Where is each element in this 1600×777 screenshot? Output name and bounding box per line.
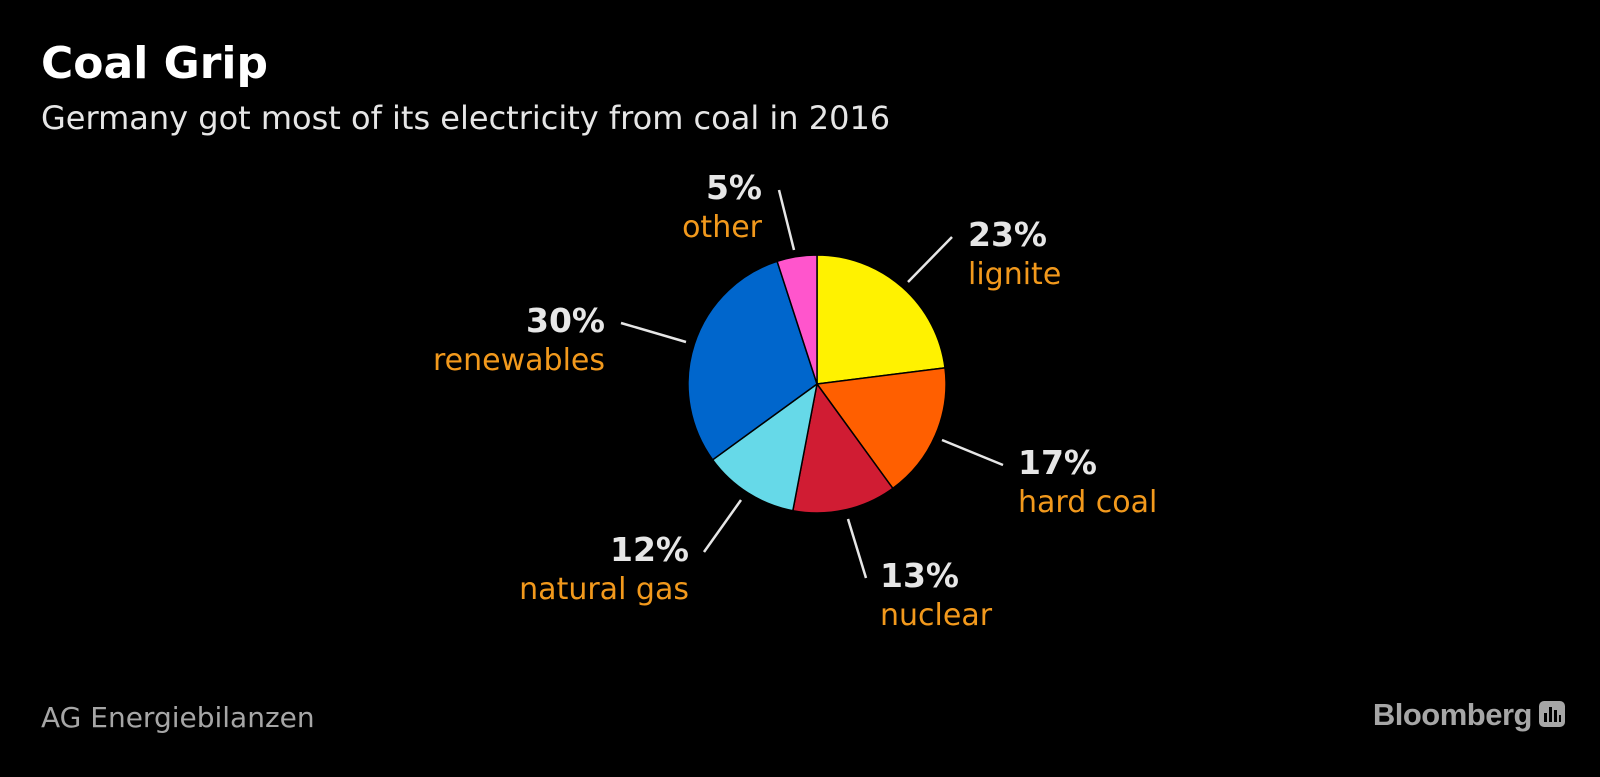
brand-logo: Bloomberg xyxy=(1372,697,1533,732)
category-label-other: other xyxy=(682,210,763,245)
category-label-renewables: renewables xyxy=(433,343,605,378)
value-label-natural-gas: 12% xyxy=(610,530,689,569)
category-label-natural-gas: natural gas xyxy=(519,572,689,607)
pie-slice-hard-coal xyxy=(815,366,947,490)
leader-line-renewables xyxy=(620,321,687,344)
leader-line-hard-coal xyxy=(941,438,1004,467)
value-label-lignite: 23% xyxy=(968,215,1047,254)
category-label-hard-coal: hard coal xyxy=(1018,485,1157,520)
chart-subtitle: Germany got most of its electricity from… xyxy=(41,99,891,137)
category-label-lignite: lignite xyxy=(968,257,1061,292)
pie-slice-renewables xyxy=(687,260,818,461)
chart-title: Coal Grip xyxy=(41,38,269,89)
pie-slice-natural-gas xyxy=(711,382,819,512)
value-label-nuclear: 13% xyxy=(880,556,959,595)
pie-slice-other xyxy=(776,254,818,385)
value-label-hard-coal: 17% xyxy=(1018,443,1097,482)
value-label-other: 5% xyxy=(706,168,762,207)
leader-line-lignite xyxy=(907,236,953,283)
pie-slice-lignite xyxy=(816,254,946,385)
source-note: AG Energiebilanzen xyxy=(41,701,315,734)
category-label-nuclear: nuclear xyxy=(880,598,993,633)
leader-line-nuclear xyxy=(846,518,868,579)
pie-slice-nuclear xyxy=(791,382,894,514)
value-label-renewables: 30% xyxy=(526,301,605,340)
leader-line-natural-gas xyxy=(702,499,743,553)
bloomberg-terminal-icon xyxy=(1539,701,1565,727)
leader-line-other xyxy=(777,189,796,251)
